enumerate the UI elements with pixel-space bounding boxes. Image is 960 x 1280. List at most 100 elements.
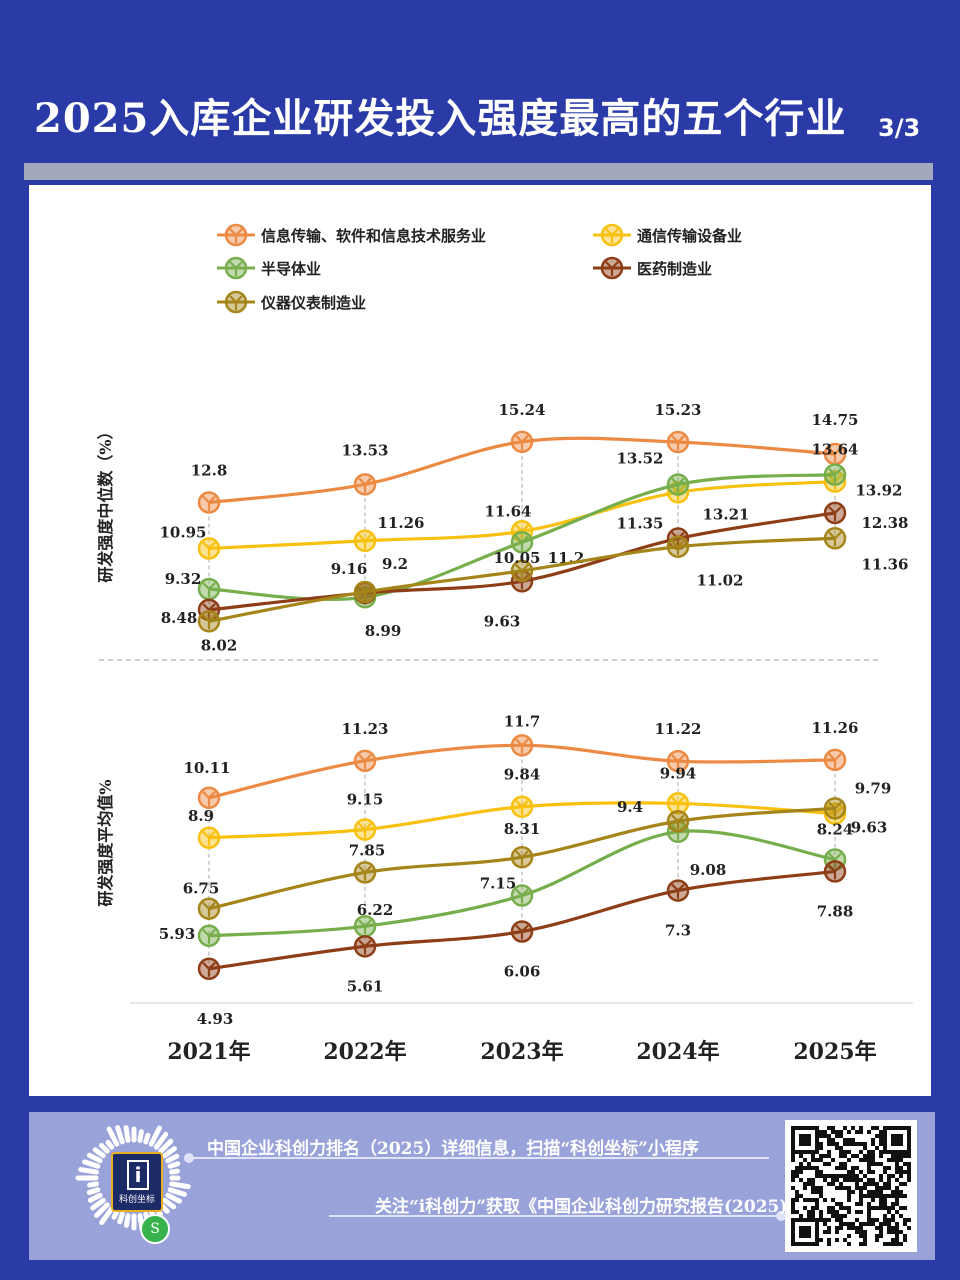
qr-module <box>867 1150 871 1154</box>
qr-module <box>883 1214 887 1218</box>
qr-module <box>835 1134 839 1138</box>
qr-module <box>863 1174 867 1178</box>
qr-module <box>895 1186 899 1190</box>
qr-module <box>843 1154 847 1158</box>
qr-module <box>899 1154 903 1158</box>
legend-marker-3 <box>600 256 624 280</box>
qr-module <box>847 1226 851 1230</box>
marker-glyph <box>202 791 216 806</box>
sunburst-ray <box>123 1213 131 1228</box>
qr-module <box>815 1206 819 1210</box>
qr-module <box>839 1166 843 1170</box>
qr-module <box>815 1202 819 1206</box>
legend-label-0: 信息传输、软件和信息技术服务业 <box>261 227 486 245</box>
qr-module <box>859 1210 863 1214</box>
qr-finder-core-1 <box>891 1134 903 1146</box>
qr-module <box>867 1206 871 1210</box>
qr-module <box>855 1174 859 1178</box>
qr-module <box>883 1218 887 1222</box>
qr-module <box>843 1178 847 1182</box>
sunburst-ray <box>162 1197 177 1210</box>
qr-module <box>891 1174 895 1178</box>
qr-module <box>851 1154 855 1158</box>
qr-module <box>863 1158 867 1162</box>
qr-module <box>827 1226 831 1230</box>
qr-module <box>907 1170 911 1174</box>
qr-module <box>803 1198 807 1202</box>
qr-module <box>839 1226 843 1230</box>
qr-module <box>827 1206 831 1210</box>
qr-module <box>791 1170 795 1174</box>
data-point-p0-s3-3 <box>666 527 690 550</box>
qr-module <box>887 1186 891 1190</box>
sunburst-ray <box>87 1181 99 1188</box>
qr-module <box>871 1170 875 1174</box>
sunburst-ray <box>82 1159 101 1169</box>
qr-module <box>791 1186 795 1190</box>
qr-module <box>855 1178 859 1182</box>
data-point-p0-s2-3 <box>666 473 690 496</box>
qr-module <box>883 1242 887 1246</box>
qr-module <box>851 1142 855 1146</box>
data-point-p1-s1-2 <box>510 795 534 818</box>
sunburst-ray <box>86 1152 103 1164</box>
data-point-p1-s4-1 <box>353 861 377 884</box>
qr-module <box>887 1178 891 1182</box>
qr-module <box>823 1162 827 1166</box>
qr-module <box>871 1206 875 1210</box>
qr-module <box>811 1158 815 1162</box>
sunburst-ray <box>78 1167 99 1175</box>
data-point-p0-s4-1 <box>353 580 377 604</box>
qr-module <box>891 1158 895 1162</box>
qr-module <box>847 1194 851 1198</box>
marker-glyph <box>671 435 685 451</box>
qr-module <box>907 1162 911 1166</box>
qr-module <box>875 1186 879 1190</box>
qr-module <box>887 1174 891 1178</box>
marker-glyph <box>515 799 529 815</box>
qr-module <box>827 1126 831 1130</box>
qr-module <box>851 1174 855 1178</box>
qr-module <box>871 1218 875 1222</box>
qr-module <box>799 1166 803 1170</box>
qr-module <box>839 1130 843 1134</box>
qr-module <box>879 1178 883 1182</box>
qr-module <box>843 1214 847 1218</box>
sunburst-ray <box>90 1197 106 1211</box>
data-label-p1-s1-0: 8.9 <box>188 807 214 825</box>
qr-module <box>879 1142 883 1146</box>
qr-module <box>863 1222 867 1226</box>
marker-glyph <box>358 585 372 600</box>
qr-module <box>895 1230 899 1234</box>
qr-module <box>835 1238 839 1242</box>
qr-module <box>891 1230 895 1234</box>
sunburst-ray <box>123 1125 131 1143</box>
qr-module <box>855 1202 859 1206</box>
marker-glyph <box>229 295 243 310</box>
qr-module <box>907 1226 911 1230</box>
qr-module <box>863 1182 867 1186</box>
qr-module <box>891 1154 895 1158</box>
marker-glyph <box>828 801 842 817</box>
qr-module <box>799 1162 803 1166</box>
qr-module <box>879 1186 883 1190</box>
sunburst-ray <box>169 1181 191 1190</box>
qr-module <box>839 1186 843 1190</box>
qr-module <box>855 1182 859 1186</box>
title-divider <box>24 163 933 180</box>
qr-module <box>823 1154 827 1158</box>
legend-marker-0 <box>224 223 248 247</box>
qr-module <box>823 1134 827 1138</box>
qr-module <box>859 1170 863 1174</box>
qr-module <box>895 1154 899 1158</box>
qr-module <box>855 1218 859 1222</box>
qr-module <box>807 1214 811 1218</box>
qr-module <box>863 1242 867 1246</box>
qr-module <box>891 1190 895 1194</box>
qr-code[interactable] <box>785 1120 917 1252</box>
qr-module <box>871 1190 875 1194</box>
qr-module <box>903 1170 907 1174</box>
sunburst-ray <box>148 1125 162 1147</box>
qr-module <box>823 1174 827 1178</box>
qr-module <box>851 1126 855 1130</box>
